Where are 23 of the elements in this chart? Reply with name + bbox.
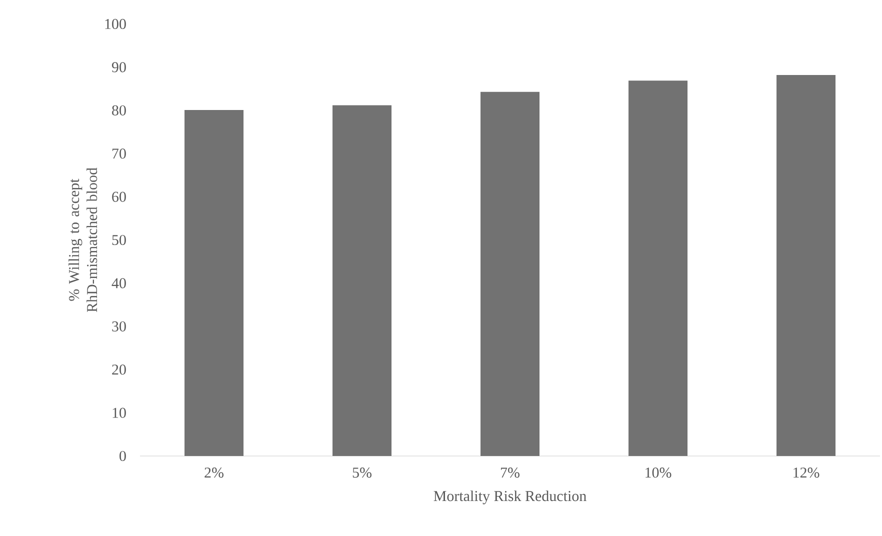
x-axis-title: Mortality Risk Reduction (434, 490, 586, 504)
bar (480, 92, 540, 456)
y-tick-label: 100 (105, 18, 126, 30)
x-tick-label: 10% (646, 468, 672, 478)
y-tick-label: 20 (112, 364, 126, 375)
y-tick-label: 50 (112, 234, 126, 246)
y-tick-label: 60 (112, 192, 126, 202)
x-tick-label: 5% (352, 468, 372, 478)
bar (184, 110, 244, 456)
x-tick-label: 7% (500, 468, 520, 478)
bar (332, 105, 392, 456)
bar (776, 74, 836, 456)
y-tick-label: 0 (120, 450, 126, 462)
y-axis-title: % Willing to accept RhD-mismatched blood (68, 168, 98, 312)
x-tick-label: 2% (204, 468, 224, 478)
y-tick-label: 30 (112, 321, 126, 332)
y-tick-label: 10 (112, 408, 126, 418)
bar (628, 80, 688, 456)
y-tick-label: 70 (112, 148, 126, 159)
y-tick-label: 40 (112, 278, 126, 288)
y-tick-label: 90 (112, 62, 126, 72)
y-tick-label: 80 (112, 105, 126, 116)
x-tick-label: 12% (794, 468, 820, 478)
